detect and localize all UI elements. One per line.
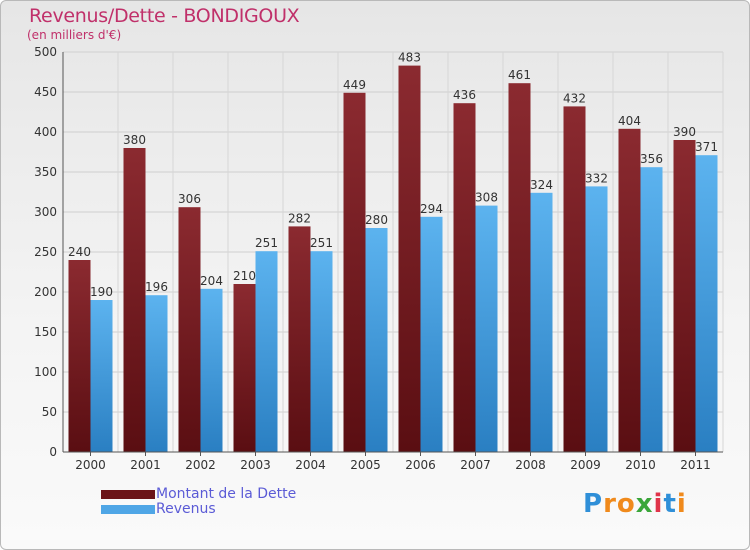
bar-value-label: 324 xyxy=(530,178,553,192)
bar-value-label: 461 xyxy=(508,68,531,82)
bar-value-label: 436 xyxy=(453,88,476,102)
bar-dette xyxy=(343,92,366,453)
x-tick-label: 2005 xyxy=(350,458,381,472)
bar-revenus xyxy=(640,167,663,452)
x-tick-label: 2007 xyxy=(460,458,491,472)
bar-value-label: 190 xyxy=(90,285,113,299)
bar-dette xyxy=(178,207,201,452)
y-tick-label: 50 xyxy=(42,405,57,419)
bar-dette xyxy=(288,226,311,452)
x-tick-label: 2004 xyxy=(295,458,326,472)
x-tick-label: 2008 xyxy=(515,458,546,472)
bar-revenus xyxy=(255,251,278,452)
bar-dette xyxy=(508,83,531,452)
bar-value-label: 332 xyxy=(585,171,608,185)
x-tick-label: 2011 xyxy=(680,458,711,472)
bar-value-label: 251 xyxy=(255,236,278,250)
legend-swatch-revenus xyxy=(101,505,155,514)
bar-value-label: 240 xyxy=(68,245,91,259)
bar-revenus xyxy=(145,295,168,452)
logo-letter: r xyxy=(603,489,617,519)
legend-label-debt: Montant de la Dette xyxy=(156,486,297,502)
bar-dette xyxy=(563,106,586,453)
y-tick-label: 500 xyxy=(34,45,57,59)
bar-revenus xyxy=(695,155,718,452)
bar-value-label: 251 xyxy=(310,236,333,250)
y-tick-label: 350 xyxy=(34,165,57,179)
bar-value-label: 308 xyxy=(475,191,498,205)
bar-value-label: 449 xyxy=(343,78,366,92)
chart-title: Revenus/Dette - BONDIGOUX xyxy=(29,5,300,27)
bar-value-label: 306 xyxy=(178,192,201,206)
x-tick-label: 2000 xyxy=(75,458,106,472)
bar-revenus xyxy=(420,216,443,452)
y-tick-label: 0 xyxy=(49,445,57,459)
bar-revenus xyxy=(365,228,388,452)
logo-letter: i xyxy=(653,489,664,519)
logo-letter: x xyxy=(635,489,654,519)
y-tick-label: 100 xyxy=(34,365,57,379)
bar-revenus xyxy=(90,300,113,452)
y-tick-label: 150 xyxy=(34,325,57,339)
logo-letter: o xyxy=(616,489,636,519)
bar-value-label: 390 xyxy=(673,125,696,139)
bar-dette xyxy=(673,140,696,452)
bar-value-label: 210 xyxy=(233,269,256,283)
bar-dette xyxy=(68,260,91,452)
logo-letter: t xyxy=(663,489,677,519)
bar-value-label: 483 xyxy=(398,51,421,65)
bar-value-label: 280 xyxy=(365,213,388,227)
legend-label-revenus: Revenus xyxy=(156,501,216,517)
bar-value-label: 294 xyxy=(420,202,443,216)
logo-letter: i xyxy=(676,489,687,519)
x-tick-label: 2001 xyxy=(130,458,161,472)
bar-value-label: 432 xyxy=(563,91,586,105)
y-tick-label: 200 xyxy=(34,285,57,299)
bar-value-label: 404 xyxy=(618,114,641,128)
bar-revenus xyxy=(530,192,553,453)
bar-revenus xyxy=(200,288,223,452)
bar-value-label: 204 xyxy=(200,274,223,288)
legend-swatch-debt xyxy=(101,490,155,499)
bar-dette xyxy=(618,128,641,453)
bar-dette xyxy=(123,148,146,452)
x-tick-label: 2006 xyxy=(405,458,436,472)
y-tick-label: 450 xyxy=(34,85,57,99)
bar-revenus xyxy=(310,251,333,452)
bar-revenus xyxy=(585,186,608,452)
bar-dette xyxy=(233,284,256,452)
chart-unit-label: (en milliers d'€) xyxy=(27,28,122,42)
bar-revenus xyxy=(475,205,498,452)
bar-value-label: 371 xyxy=(695,140,718,154)
x-tick-label: 2002 xyxy=(185,458,216,472)
y-tick-label: 300 xyxy=(34,205,57,219)
bar-dette xyxy=(398,65,421,452)
bar-dette xyxy=(453,103,476,452)
bar-value-label: 196 xyxy=(145,280,168,294)
x-tick-label: 2003 xyxy=(240,458,271,472)
x-tick-label: 2009 xyxy=(570,458,601,472)
logo-letter: P xyxy=(583,489,604,519)
proxiti-logo: Proxiti xyxy=(583,489,687,519)
bar-value-label: 282 xyxy=(288,211,311,225)
bar-value-label: 356 xyxy=(640,152,663,166)
bar-value-label: 380 xyxy=(123,133,146,147)
y-tick-label: 250 xyxy=(34,245,57,259)
y-tick-label: 400 xyxy=(34,125,57,139)
x-tick-label: 2010 xyxy=(625,458,656,472)
